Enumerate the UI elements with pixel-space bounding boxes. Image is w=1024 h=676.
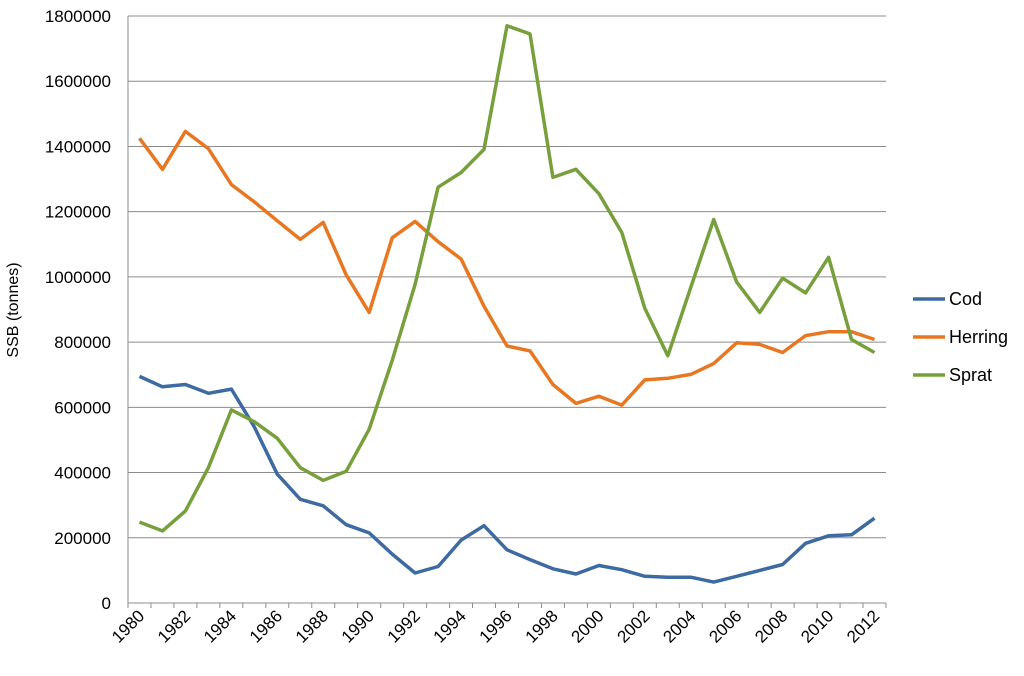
x-tick-label: 1996	[476, 606, 516, 646]
y-tick-label: 800000	[54, 333, 111, 352]
series-line-cod	[138, 374, 876, 584]
legend-label-herring: Herring	[949, 327, 1008, 347]
y-tick-label: 1400000	[45, 137, 111, 156]
series-line-herring	[138, 129, 876, 407]
x-tick-label: 1988	[292, 606, 332, 646]
x-tick-label: 2004	[659, 606, 699, 646]
y-tick-label: 1600000	[45, 72, 111, 91]
x-tick-label: 2006	[705, 606, 745, 646]
x-tick-label: 2010	[797, 606, 837, 646]
x-tick-label: 1982	[154, 606, 194, 646]
legend: Cod Herring Sprat	[913, 289, 1008, 385]
series-line-sprat	[138, 24, 876, 533]
legend-label-sprat: Sprat	[949, 365, 992, 385]
y-axis-title: SSB (tonnes)	[5, 262, 22, 357]
x-tick-label: 1990	[338, 606, 378, 646]
y-tick-label: 600000	[54, 398, 111, 417]
x-tick-label: 1980	[108, 606, 148, 646]
gridlines	[128, 15, 886, 539]
y-tick-label: 1200000	[45, 203, 111, 222]
y-tick-label: 400000	[54, 464, 111, 483]
x-tick-label: 1998	[522, 606, 562, 646]
x-tick-label: 2000	[568, 606, 608, 646]
x-tick-label: 2008	[751, 606, 791, 646]
x-tick-label: 1992	[384, 606, 424, 646]
x-tick-label: 1994	[430, 606, 470, 646]
x-tick-labels: 1980 1982 1984 1986 1988 1990 1992 1994 1996 1998…	[108, 606, 883, 646]
legend-label-cod: Cod	[949, 289, 982, 309]
series-lines	[138, 24, 876, 584]
x-tick-label: 1986	[246, 606, 286, 646]
y-tick-label: 1800000	[45, 7, 111, 26]
x-tick-label: 1984	[200, 606, 240, 646]
y-tick-label: 200000	[54, 529, 111, 548]
x-tick-label: 2002	[613, 606, 653, 646]
axes	[127, 16, 887, 608]
y-tick-label: 1000000	[45, 268, 111, 287]
y-tick-label: 0	[102, 594, 111, 613]
x-tick-label: 2012	[843, 606, 883, 646]
y-tick-labels: 0 200000 400000 600000 800000 1000000 1200000 1…	[45, 7, 111, 613]
